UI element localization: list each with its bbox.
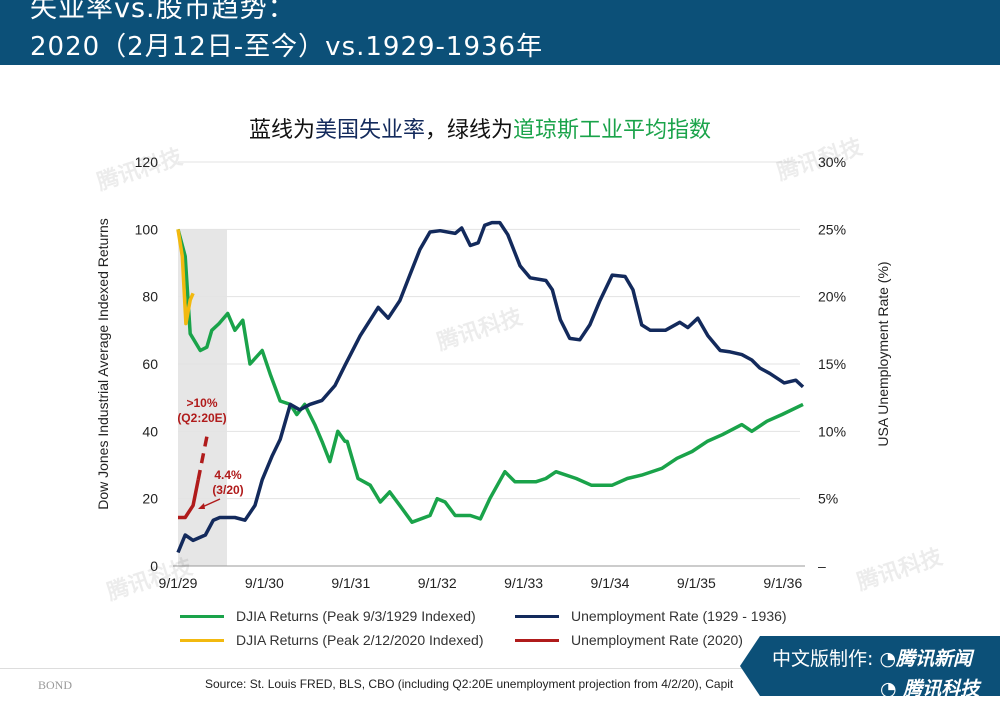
source-note: Source: St. Louis FRED, BLS, CBO (includ… — [205, 677, 734, 691]
series-line-djia-returns-peak-9-3-1929-indexed- — [176, 228, 804, 524]
subtitle-djia: 道琼斯工业平均指数 — [513, 118, 712, 143]
y2-tick-label: 5% — [818, 491, 838, 507]
x-tick-label: 9/1/31 — [331, 575, 370, 591]
badge-brand-news: 腾讯新闻 — [896, 648, 973, 670]
arrow-head-icon — [198, 503, 205, 509]
chart-subtitle: 蓝线为美国失业率，绿线为道琼斯工业平均指数 — [0, 112, 960, 144]
annotation-q2-sub: (Q2:20E) — [177, 411, 226, 425]
footer-divider — [0, 668, 1000, 669]
y2-tick-label: – — [818, 558, 826, 574]
legend-swatch — [180, 614, 224, 618]
y2-axis-label: USA Unemployment Rate (%) — [875, 261, 891, 446]
legend-item: DJIA Returns (Peak 2/12/2020 Indexed) — [180, 632, 483, 648]
y-tick-label: 20 — [142, 491, 158, 507]
badge-prefix: 中文版制作: — [772, 648, 874, 670]
legend-label: DJIA Returns (Peak 9/3/1929 Indexed) — [236, 608, 476, 624]
tencent-logo-icon: ◔ — [879, 648, 897, 670]
y2-tick-label: 25% — [818, 221, 846, 237]
y2-tick-label: 20% — [818, 289, 846, 305]
y2-tick-label: 15% — [818, 356, 846, 372]
y2-tick-label: 30% — [818, 154, 846, 170]
annotation-mar-sub: (3/20) — [212, 483, 243, 497]
x-tick-label: 9/1/33 — [504, 575, 543, 591]
legend-label: Unemployment Rate (1929 - 1936) — [571, 608, 787, 624]
badge-brand-tech: 腾讯科技 — [903, 678, 980, 700]
legend-label: Unemployment Rate (2020) — [571, 632, 743, 648]
series-line-unemployment-rate-2020-projection — [196, 429, 210, 481]
series-line-djia-returns-peak-2-12-2020-indexed- — [176, 229, 195, 326]
legend-item: Unemployment Rate (2020) — [515, 632, 743, 648]
legend-label: DJIA Returns (Peak 2/12/2020 Indexed) — [236, 632, 484, 648]
title-banner: 失业率vs.股市趋势： 2020（2月12日-至今）vs.1929-1936年 — [0, 0, 1000, 65]
badge-line-1: 中文版制作: ◔腾讯新闻 — [772, 644, 972, 671]
x-tick-label: 9/1/29 — [159, 575, 198, 591]
y-axis-label: Dow Jones Industrial Average Indexed Ret… — [95, 218, 111, 510]
watermark: 腾讯科技 — [434, 303, 526, 354]
subtitle-part: ，绿线为 — [425, 118, 514, 143]
title-line-1: 失业率vs.股市趋势： — [30, 0, 296, 24]
legend-item: Unemployment Rate (1929 - 1936) — [515, 608, 787, 624]
x-tick-label: 9/1/34 — [591, 575, 630, 591]
title-line-2: 2020（2月12日-至今）vs.1929-1936年 — [30, 32, 544, 62]
y-tick-label: 80 — [142, 289, 158, 305]
y-tick-label: 120 — [135, 154, 159, 170]
bond-logo: BOND — [38, 678, 73, 692]
series-line-unemployment-rate-1929-1936- — [176, 220, 805, 554]
watermark: 腾讯科技 — [854, 543, 946, 594]
production-badge: 中文版制作: ◔腾讯新闻 ◔ 腾讯科技 — [740, 636, 1000, 696]
x-tick-label: 9/1/36 — [763, 575, 802, 591]
annotation-q2-label: >10% — [186, 396, 217, 410]
badge-line-2: ◔ 腾讯科技 — [880, 674, 980, 700]
x-tick-label: 9/1/32 — [418, 575, 457, 591]
legend-swatch — [180, 638, 224, 642]
legend-swatch — [515, 614, 559, 618]
x-tick-label: 9/1/35 — [677, 575, 716, 591]
legend-swatch — [515, 638, 559, 642]
legend-item: DJIA Returns (Peak 9/3/1929 Indexed) — [180, 608, 476, 624]
series-line-unemployment-rate-2020- — [178, 479, 200, 520]
y2-tick-label: 10% — [818, 423, 846, 439]
annotation-mar-label: 4.4% — [214, 468, 242, 482]
y-tick-label: 0 — [150, 558, 158, 574]
subtitle-part: 蓝线为 — [248, 118, 315, 143]
y-tick-label: 100 — [135, 221, 159, 237]
x-tick-label: 9/1/30 — [245, 575, 284, 591]
y-tick-label: 60 — [142, 356, 158, 372]
y-tick-label: 40 — [142, 423, 158, 439]
tencent-logo-icon: ◔ — [880, 678, 897, 700]
subtitle-unemployment: 美国失业率 — [314, 118, 425, 143]
